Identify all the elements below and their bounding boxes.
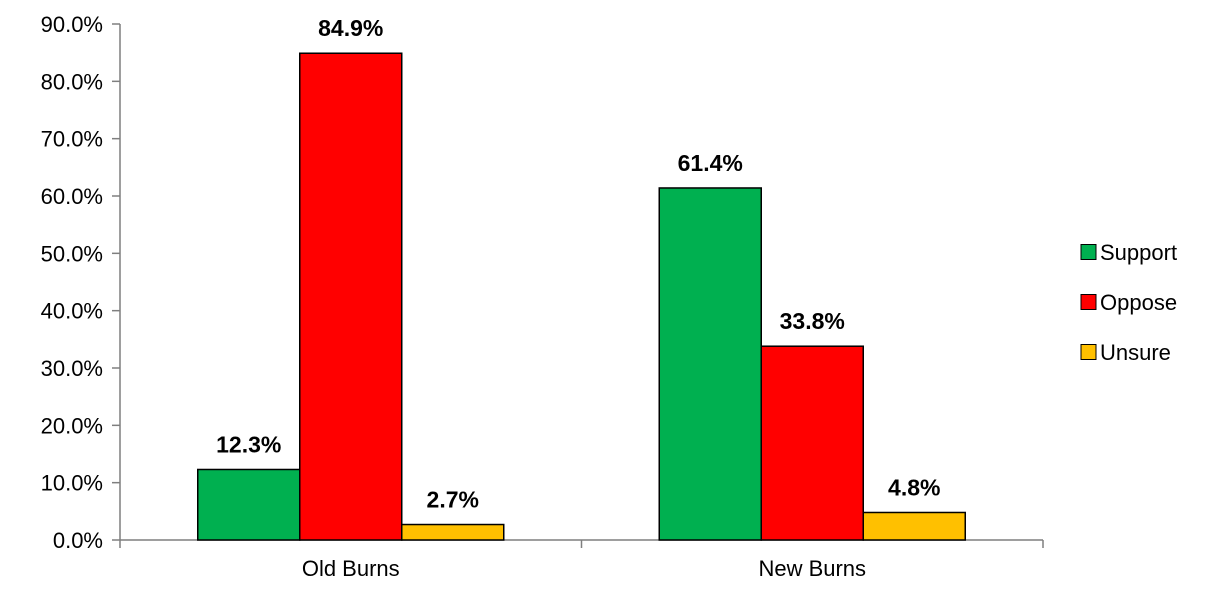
bar-support [658, 187, 762, 541]
x-tick-label: New Burns [758, 556, 866, 581]
legend-label-support: Support [1100, 240, 1177, 265]
y-tick-label: 80.0% [41, 69, 103, 94]
bar-unsure [862, 511, 966, 541]
data-label-oppose: 84.9% [318, 15, 383, 41]
y-tick-label: 50.0% [41, 241, 103, 266]
data-labels: 12.3% 84.9% 2.7% 61.4% 33.8% 4.8% [216, 15, 940, 512]
y-tick-label: 40.0% [41, 299, 103, 324]
bars [197, 52, 966, 541]
legend-label-oppose: Oppose [1100, 290, 1177, 315]
data-label-oppose: 33.8% [780, 308, 845, 334]
y-tick-label: 70.0% [41, 127, 103, 152]
y-tick-label: 0.0% [53, 528, 103, 553]
x-tick-label: Old Burns [302, 556, 400, 581]
legend: Support Oppose Unsure [1080, 240, 1177, 365]
data-label-support: 61.4% [678, 150, 743, 176]
legend-swatch-support [1080, 244, 1097, 260]
data-label-support: 12.3% [216, 431, 281, 457]
legend-swatch-oppose [1080, 294, 1097, 310]
x-axis: Old Burns New Burns [119, 539, 1044, 581]
y-tick-label: 10.0% [41, 471, 103, 496]
y-tick-label: 90.0% [41, 12, 103, 37]
y-axis: 0.0% 10.0% 20.0% 30.0% 40.0% 50.0% 60.0% 70.0% 8… [41, 12, 121, 553]
legend-label-unsure: Unsure [1100, 340, 1171, 365]
y-tick-label: 60.0% [41, 184, 103, 209]
bar-support [197, 468, 301, 541]
bar-oppose [760, 345, 864, 541]
y-tick-label: 30.0% [41, 356, 103, 381]
bar-oppose [299, 52, 403, 541]
data-label-unsure: 4.8% [888, 474, 940, 500]
bar-unsure [401, 523, 505, 541]
y-tick-label: 20.0% [41, 413, 103, 438]
legend-swatch-unsure [1080, 344, 1097, 360]
data-label-unsure: 2.7% [427, 487, 479, 513]
